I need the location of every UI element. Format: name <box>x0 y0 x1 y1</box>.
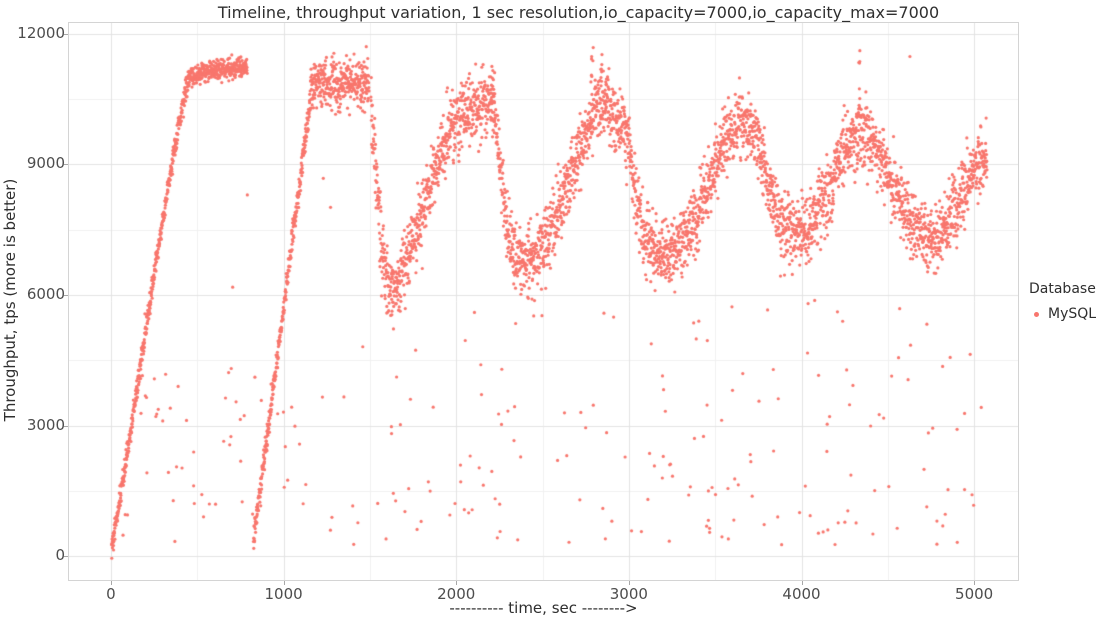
legend-item-mysql: MySQL <box>1029 306 1096 322</box>
x-tick-mark <box>110 581 112 585</box>
x-tick-mark <box>456 581 458 585</box>
legend-point-marker-icon <box>1034 311 1039 317</box>
scatter-canvas <box>69 23 1018 580</box>
x-tick-mark <box>283 581 285 585</box>
y-tick-label: 3000 <box>26 415 65 434</box>
y-tick-label: 6000 <box>26 285 65 304</box>
x-tick-mark <box>974 581 976 585</box>
x-axis-title: ---------- time, sec --------> <box>449 599 638 617</box>
legend-title: Database <box>1029 281 1096 297</box>
x-tick-mark <box>628 581 630 585</box>
y-tick-label: 12000 <box>17 23 65 42</box>
chart-title: Timeline, throughput variation, 1 sec re… <box>217 3 940 22</box>
y-tick-label: 9000 <box>26 154 65 173</box>
legend-item-label: MySQL <box>1048 306 1097 322</box>
y-tick-label: 0 <box>55 546 65 565</box>
plot-panel <box>68 22 1019 581</box>
y-axis-title: Throughput, tps (more is better) <box>1 178 19 422</box>
legend: Database MySQL <box>1029 281 1096 322</box>
x-tick-mark <box>801 581 803 585</box>
